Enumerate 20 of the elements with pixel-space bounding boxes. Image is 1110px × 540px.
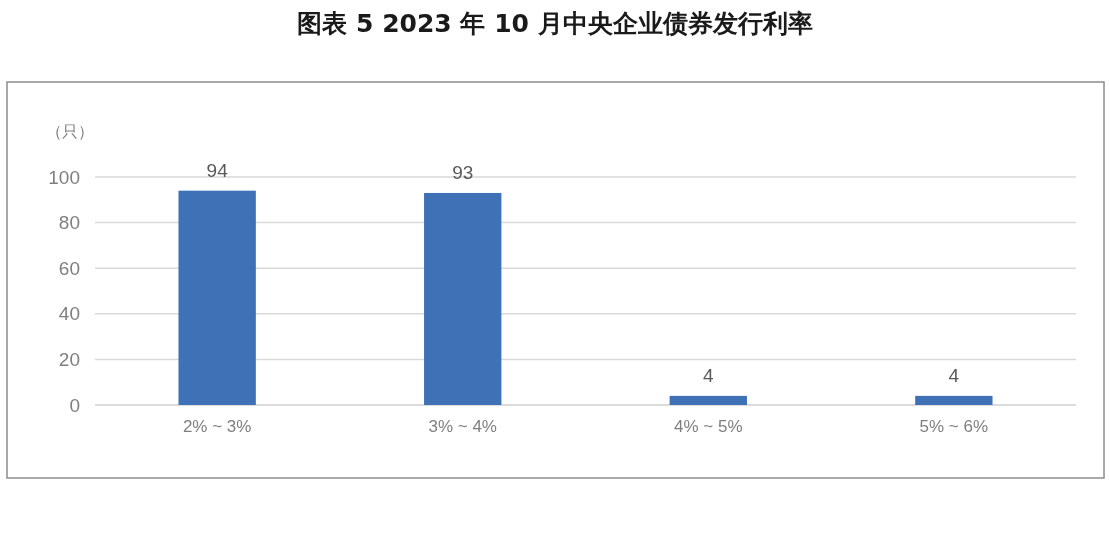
bar [424, 192, 502, 405]
y-axis-title: （只） [46, 122, 94, 141]
y-tick-label: 40 [58, 303, 80, 325]
chart-title: 图表 5 2023 年 10 月中央企业债券发行利率 [297, 9, 813, 38]
data-label: 4 [702, 364, 714, 386]
y-tick-label: 0 [69, 394, 80, 416]
y-tick-label: 100 [48, 166, 80, 188]
x-tick-label: 4% ~ 5% [674, 417, 743, 436]
data-label: 4 [948, 364, 960, 386]
data-label: 93 [452, 161, 474, 183]
x-tick-label: 5% ~ 6% [919, 417, 989, 436]
bar [178, 190, 256, 405]
bar [669, 395, 747, 405]
y-tick-label: 80 [58, 212, 80, 234]
data-label: 94 [206, 159, 229, 181]
x-tick-label: 3% ~ 4% [428, 417, 497, 436]
x-tick-label: 2% ~ 3% [182, 417, 252, 436]
y-tick-label: 20 [58, 349, 80, 371]
y-tick-label: 60 [58, 257, 80, 279]
bar [915, 395, 993, 405]
